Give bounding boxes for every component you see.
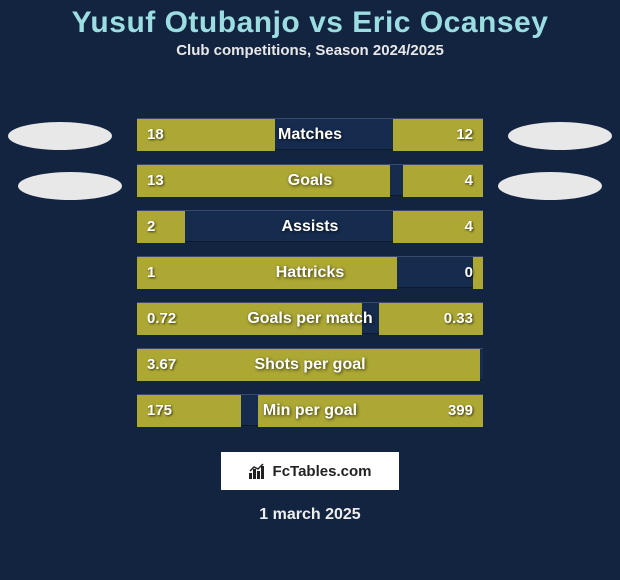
stat-row: 24Assists xyxy=(137,210,483,242)
player-right-logo-1 xyxy=(508,122,612,150)
stat-row: 175399Min per goal xyxy=(137,394,483,426)
stat-row: 1812Matches xyxy=(137,118,483,150)
stats-area: 1812Matches134Goals24Assists10Hattricks0… xyxy=(0,118,620,440)
chart-icon xyxy=(249,463,267,479)
value-right: 4 xyxy=(455,165,483,197)
value-left: 1 xyxy=(137,257,165,289)
value-left: 3.67 xyxy=(137,349,186,381)
player-left-logo-1 xyxy=(8,122,112,150)
value-right: 399 xyxy=(438,395,483,427)
branding-badge: FcTables.com xyxy=(221,452,399,490)
stat-row: 3.67Shots per goal xyxy=(137,348,483,380)
bar-left xyxy=(137,165,390,197)
player-left-logo-2 xyxy=(18,172,122,200)
value-right xyxy=(463,349,483,381)
stat-row: 0.720.33Goals per match xyxy=(137,302,483,334)
value-left: 2 xyxy=(137,211,165,243)
value-right: 4 xyxy=(455,211,483,243)
value-left: 175 xyxy=(137,395,182,427)
bar-left xyxy=(137,257,397,289)
subtitle: Club competitions, Season 2024/2025 xyxy=(0,42,620,59)
bar-left xyxy=(137,349,480,381)
value-left: 18 xyxy=(137,119,174,151)
stat-row: 134Goals xyxy=(137,164,483,196)
comparison-infographic: Yusuf Otubanjo vs Eric Ocansey Club comp… xyxy=(0,0,620,580)
page-title: Yusuf Otubanjo vs Eric Ocansey xyxy=(0,0,620,40)
value-left: 0.72 xyxy=(137,303,186,335)
value-left: 13 xyxy=(137,165,174,197)
stat-row: 10Hattricks xyxy=(137,256,483,288)
value-right: 0.33 xyxy=(434,303,483,335)
player-right-logo-2 xyxy=(498,172,602,200)
date-text: 1 march 2025 xyxy=(0,506,620,524)
value-right: 0 xyxy=(455,257,483,289)
value-right: 12 xyxy=(446,119,483,151)
branding-text: FcTables.com xyxy=(273,463,372,480)
